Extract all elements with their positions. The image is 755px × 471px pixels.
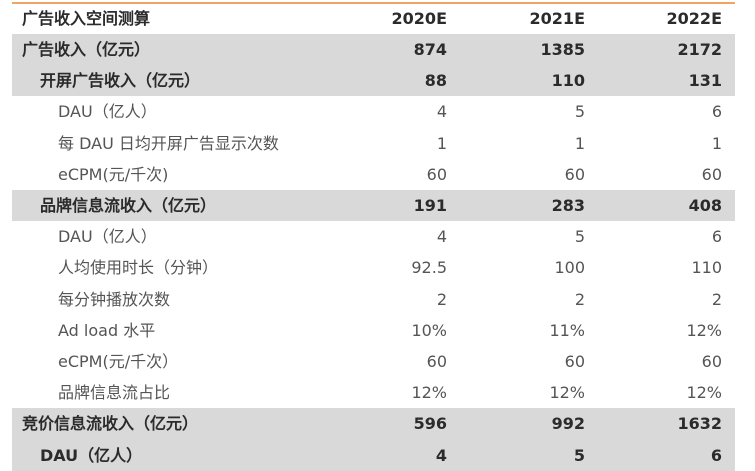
row-value: 60	[426, 164, 447, 184]
row-label: DAU（亿人）	[58, 102, 157, 122]
header-title: 广告收入空间测算	[22, 9, 151, 28]
page: 广告收入空间测算 2020E 2021E 2022E (() => { cons…	[12, 2, 735, 471]
row-value: 4	[436, 227, 447, 247]
row-value: 10%	[411, 320, 447, 340]
row-value: 874	[413, 40, 447, 59]
table-row: DAU（亿人） 4 5 6	[12, 96, 735, 127]
table-row: 品牌信息流收入（亿元） 191 283 408	[12, 190, 735, 222]
table-row: 开屏广告收入（亿元） 88 110 131	[12, 65, 735, 97]
row-value: 12%	[411, 383, 447, 403]
row-value: 60	[701, 352, 722, 371]
row-label: 每 DAU 日均开屏广告显示次数	[58, 133, 279, 153]
row-value: 1385	[540, 40, 585, 59]
column-header: 2021E	[529, 9, 585, 28]
table-row: Ad load 水平 10% 11% 12%	[12, 315, 735, 346]
column-header: 2022E	[666, 9, 722, 28]
row-value: 1	[436, 133, 447, 153]
table-row: 广告收入（亿元） 874 1385 2172	[12, 34, 735, 66]
row-value: 5	[574, 227, 585, 247]
row-value: 11%	[549, 320, 585, 340]
row-value: 2	[711, 289, 722, 309]
row-value: 4	[436, 102, 447, 122]
table-row: 竞价信息流收入（亿元） 596 992 1632	[12, 408, 735, 440]
row-value: 12%	[686, 383, 722, 403]
table-row: DAU（亿人） 4 5 6	[12, 439, 735, 471]
row-label: DAU（亿人）	[58, 227, 157, 247]
row-label: 品牌信息流收入（亿元）	[40, 196, 217, 215]
row-value: 6	[710, 445, 722, 465]
row-value: 408	[688, 196, 722, 215]
row-label: 广告收入（亿元）	[22, 40, 151, 59]
row-value: 100	[554, 258, 585, 278]
row-label: 竞价信息流收入（亿元）	[22, 414, 199, 434]
row-value: 12%	[549, 383, 585, 403]
column-header: 2020E	[391, 9, 447, 28]
row-value: 596	[413, 414, 447, 434]
row-label: 每分钟播放次数	[58, 289, 171, 309]
row-value: 992	[551, 414, 585, 434]
row-value: 5	[573, 445, 585, 465]
row-label: DAU（亿人）	[40, 445, 143, 465]
row-value: 6	[711, 102, 722, 122]
row-value: 1632	[677, 414, 722, 434]
row-label: Ad load 水平	[58, 320, 156, 340]
table-row: DAU（亿人） 4 5 6	[12, 221, 735, 252]
row-label: eCPM(元/千次)	[58, 164, 169, 184]
table-row: 品牌信息流占比 12% 12% 12%	[12, 377, 735, 408]
row-value: 283	[551, 196, 585, 215]
row-value: 60	[564, 164, 585, 184]
table-row: eCPM(元/千次） 60 60 60	[12, 346, 735, 377]
row-label: eCPM(元/千次）	[58, 352, 179, 371]
row-value: 88	[424, 71, 447, 91]
top-rule	[12, 2, 735, 4]
table-row: 每 DAU 日均开屏广告显示次数 1 1 1	[12, 128, 735, 159]
row-value: 12%	[686, 320, 722, 340]
row-value: 60	[426, 352, 447, 371]
row-value: 191	[413, 196, 447, 215]
row-value: 110	[551, 71, 585, 91]
row-value: 5	[574, 102, 585, 122]
row-value: 92.5	[411, 258, 447, 278]
row-label: 品牌信息流占比	[58, 383, 171, 403]
row-value: 2172	[677, 40, 722, 59]
row-value: 1	[711, 133, 722, 153]
row-value: 4	[435, 445, 447, 465]
row-value: 2	[574, 289, 585, 309]
row-value: 110	[691, 258, 722, 278]
row-value: 60	[701, 164, 722, 184]
table-row: eCPM(元/千次) 60 60 60	[12, 159, 735, 190]
row-value: 2	[436, 289, 447, 309]
table-row: 人均使用时长（分钟） 92.5 100 110	[12, 252, 735, 283]
row-label: 人均使用时长（分钟）	[58, 258, 219, 278]
row-value: 1	[574, 133, 585, 153]
header-row: 广告收入空间测算 2020E 2021E 2022E	[12, 3, 735, 34]
row-value: 131	[688, 71, 722, 91]
row-label: 开屏广告收入（亿元）	[40, 71, 201, 91]
table-row: 每分钟播放次数 2 2 2	[12, 284, 735, 315]
row-value: 60	[564, 352, 585, 371]
row-value: 6	[711, 227, 722, 247]
